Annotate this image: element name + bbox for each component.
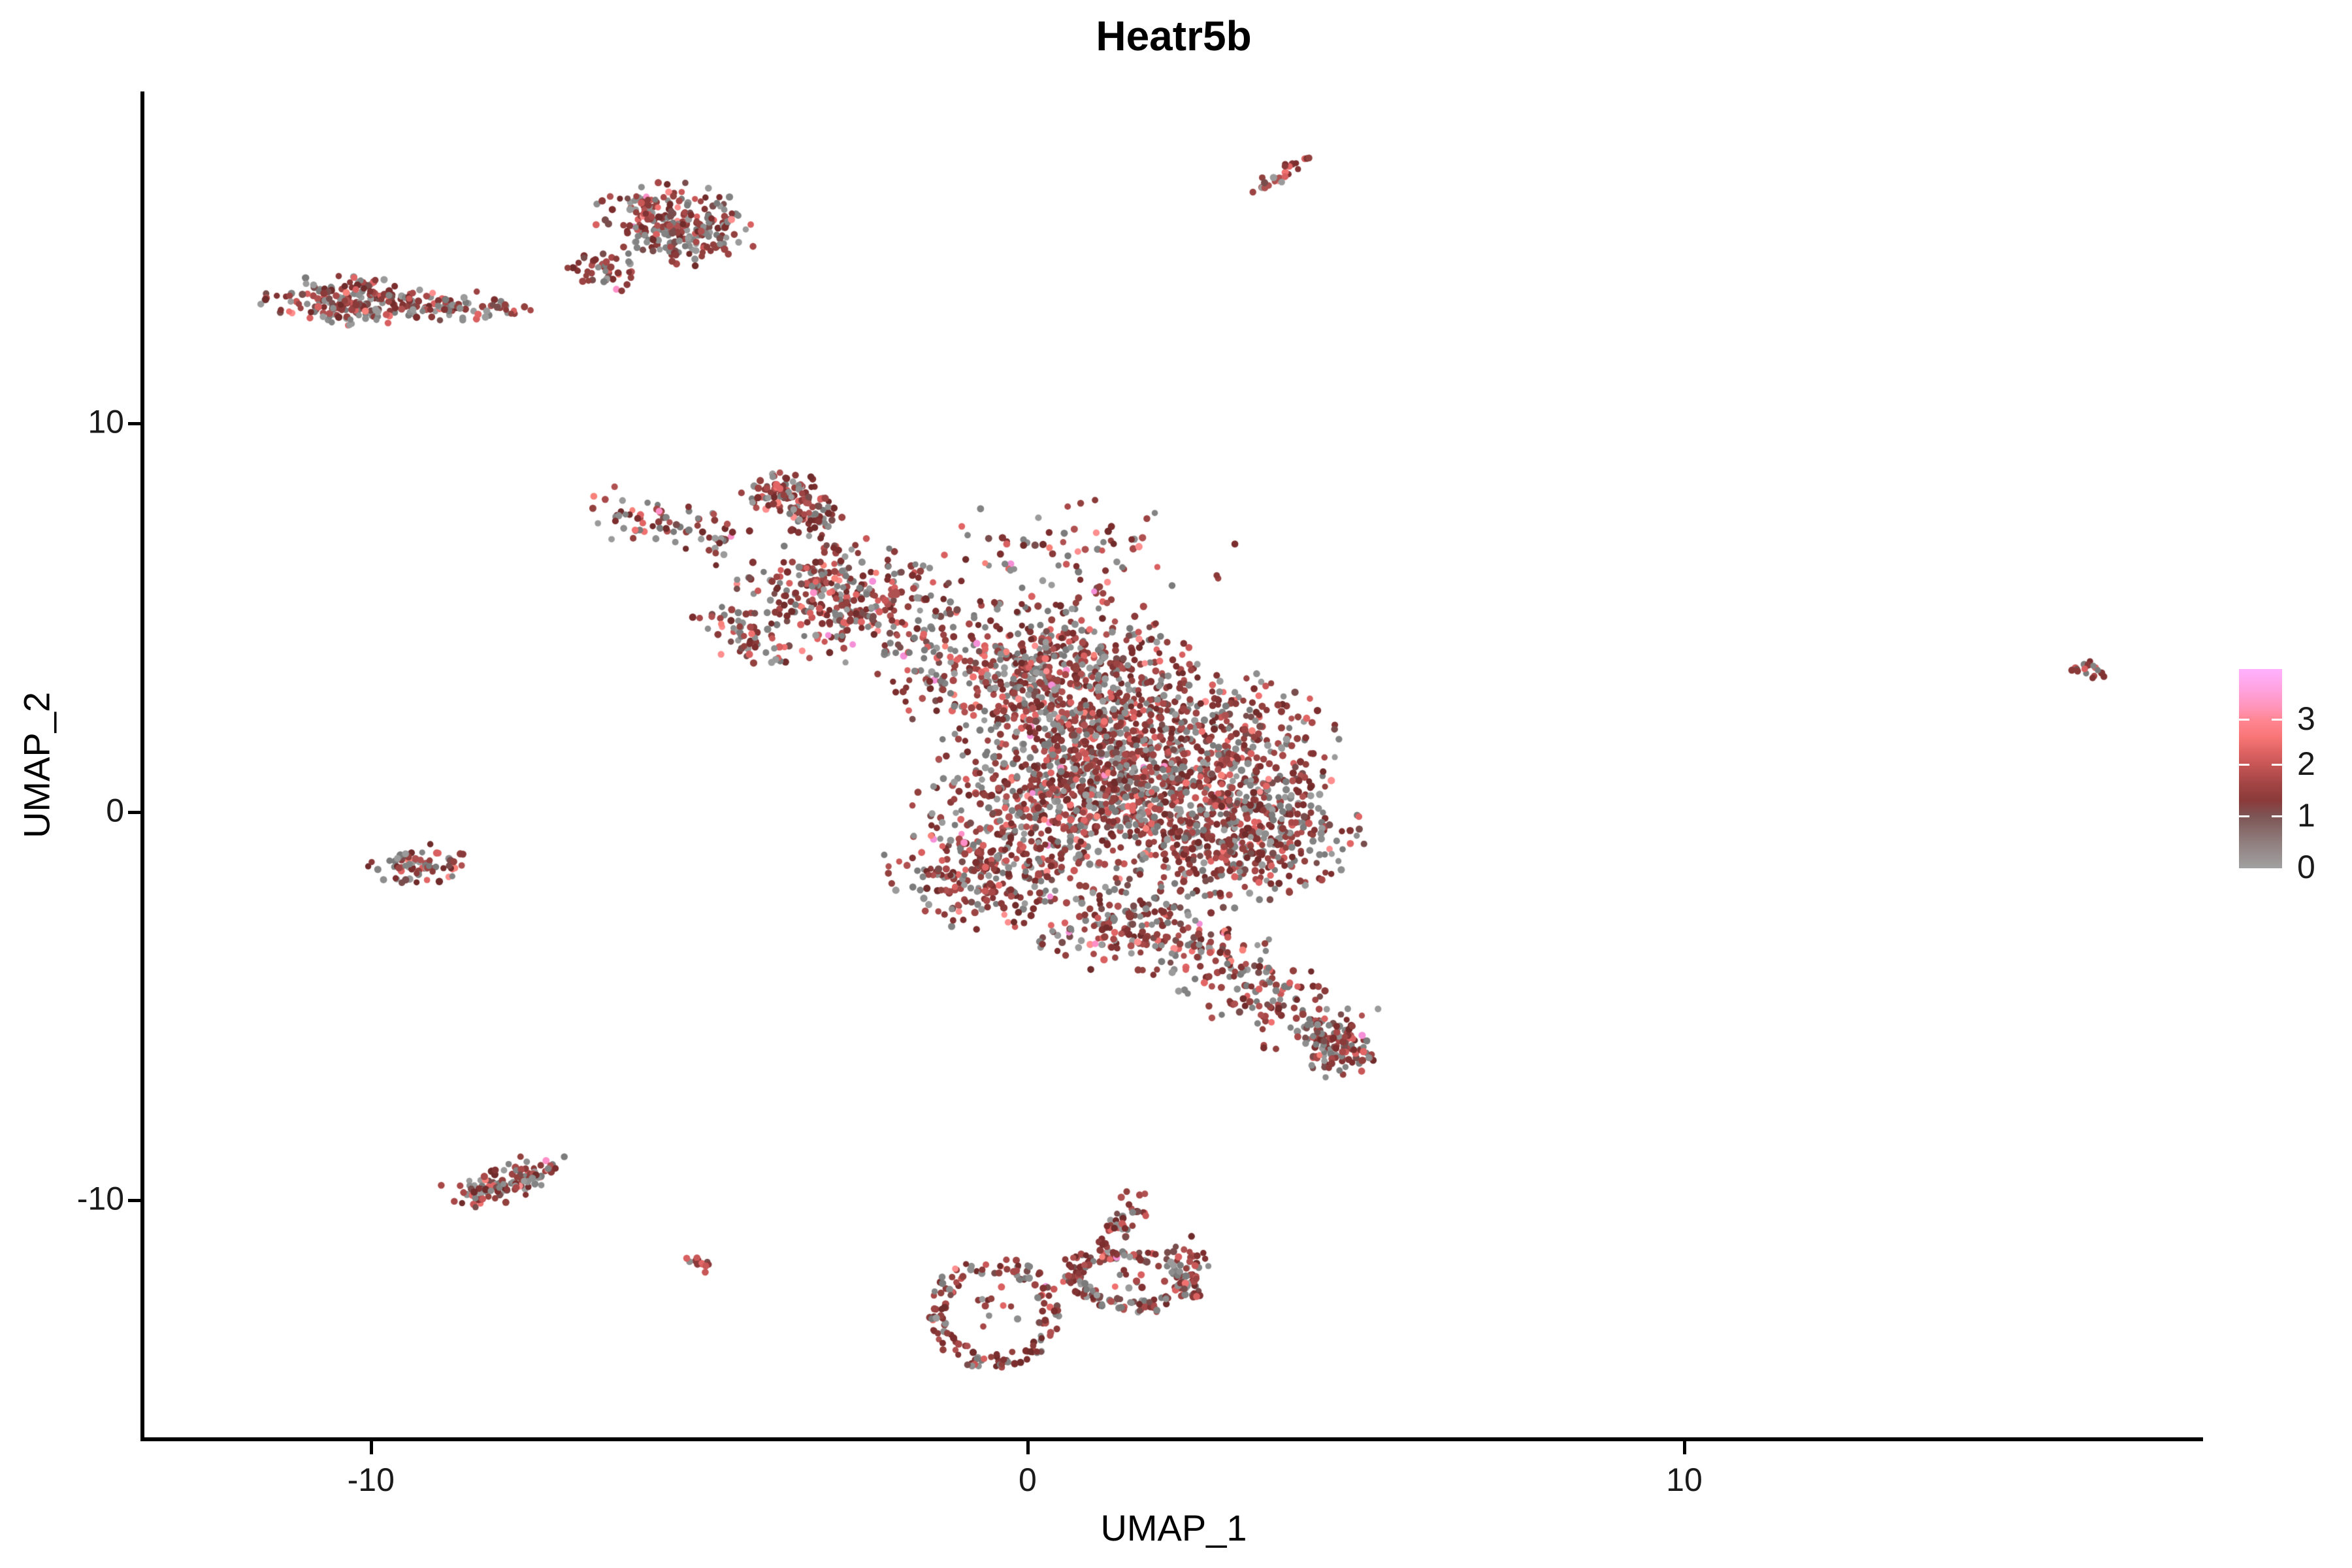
x-axis-tick-mark [1026, 1441, 1030, 1454]
colorbar-gradient [2239, 669, 2282, 868]
colorbar-tick-label: 3 [2297, 700, 2315, 737]
y-axis-tick-mark [128, 810, 141, 814]
y-axis-tick-label: 10 [88, 403, 124, 440]
x-axis-tick-label: 0 [1018, 1462, 1037, 1498]
colorbar-tick-dash [2272, 764, 2282, 766]
colorbar-tick-label: 1 [2297, 796, 2315, 834]
y-axis-line [140, 91, 144, 1441]
colorbar-tick-dash [2239, 718, 2249, 721]
expression-colorbar [2239, 669, 2282, 868]
y-axis-tick-label: 0 [106, 792, 124, 829]
x-axis-tick-mark [1682, 1441, 1686, 1454]
colorbar-tick-dash [2272, 815, 2282, 818]
colorbar-tick-dash [2272, 718, 2282, 721]
colorbar-tick-dash [2239, 815, 2249, 818]
x-axis-tick-mark [369, 1441, 373, 1454]
x-axis-line [140, 1437, 2203, 1441]
x-axis-tick-label: 10 [1666, 1462, 1703, 1498]
colorbar-tick-label: 0 [2297, 848, 2315, 885]
y-axis-tick-label: -10 [76, 1181, 124, 1218]
y-axis-tick-mark [128, 422, 141, 426]
x-axis-tick-label: -10 [347, 1462, 395, 1498]
plot-panel [144, 91, 2203, 1439]
y-axis-tick-mark [128, 1199, 141, 1203]
chart-title: Heatr5b [1096, 12, 1252, 59]
colorbar-tick-label: 2 [2297, 745, 2315, 782]
y-axis-title: UMAP_2 [16, 691, 57, 839]
colorbar-tick-dash [2239, 764, 2249, 766]
x-axis-title: UMAP_1 [1100, 1507, 1247, 1548]
umap-points-canvas [144, 91, 2203, 1439]
